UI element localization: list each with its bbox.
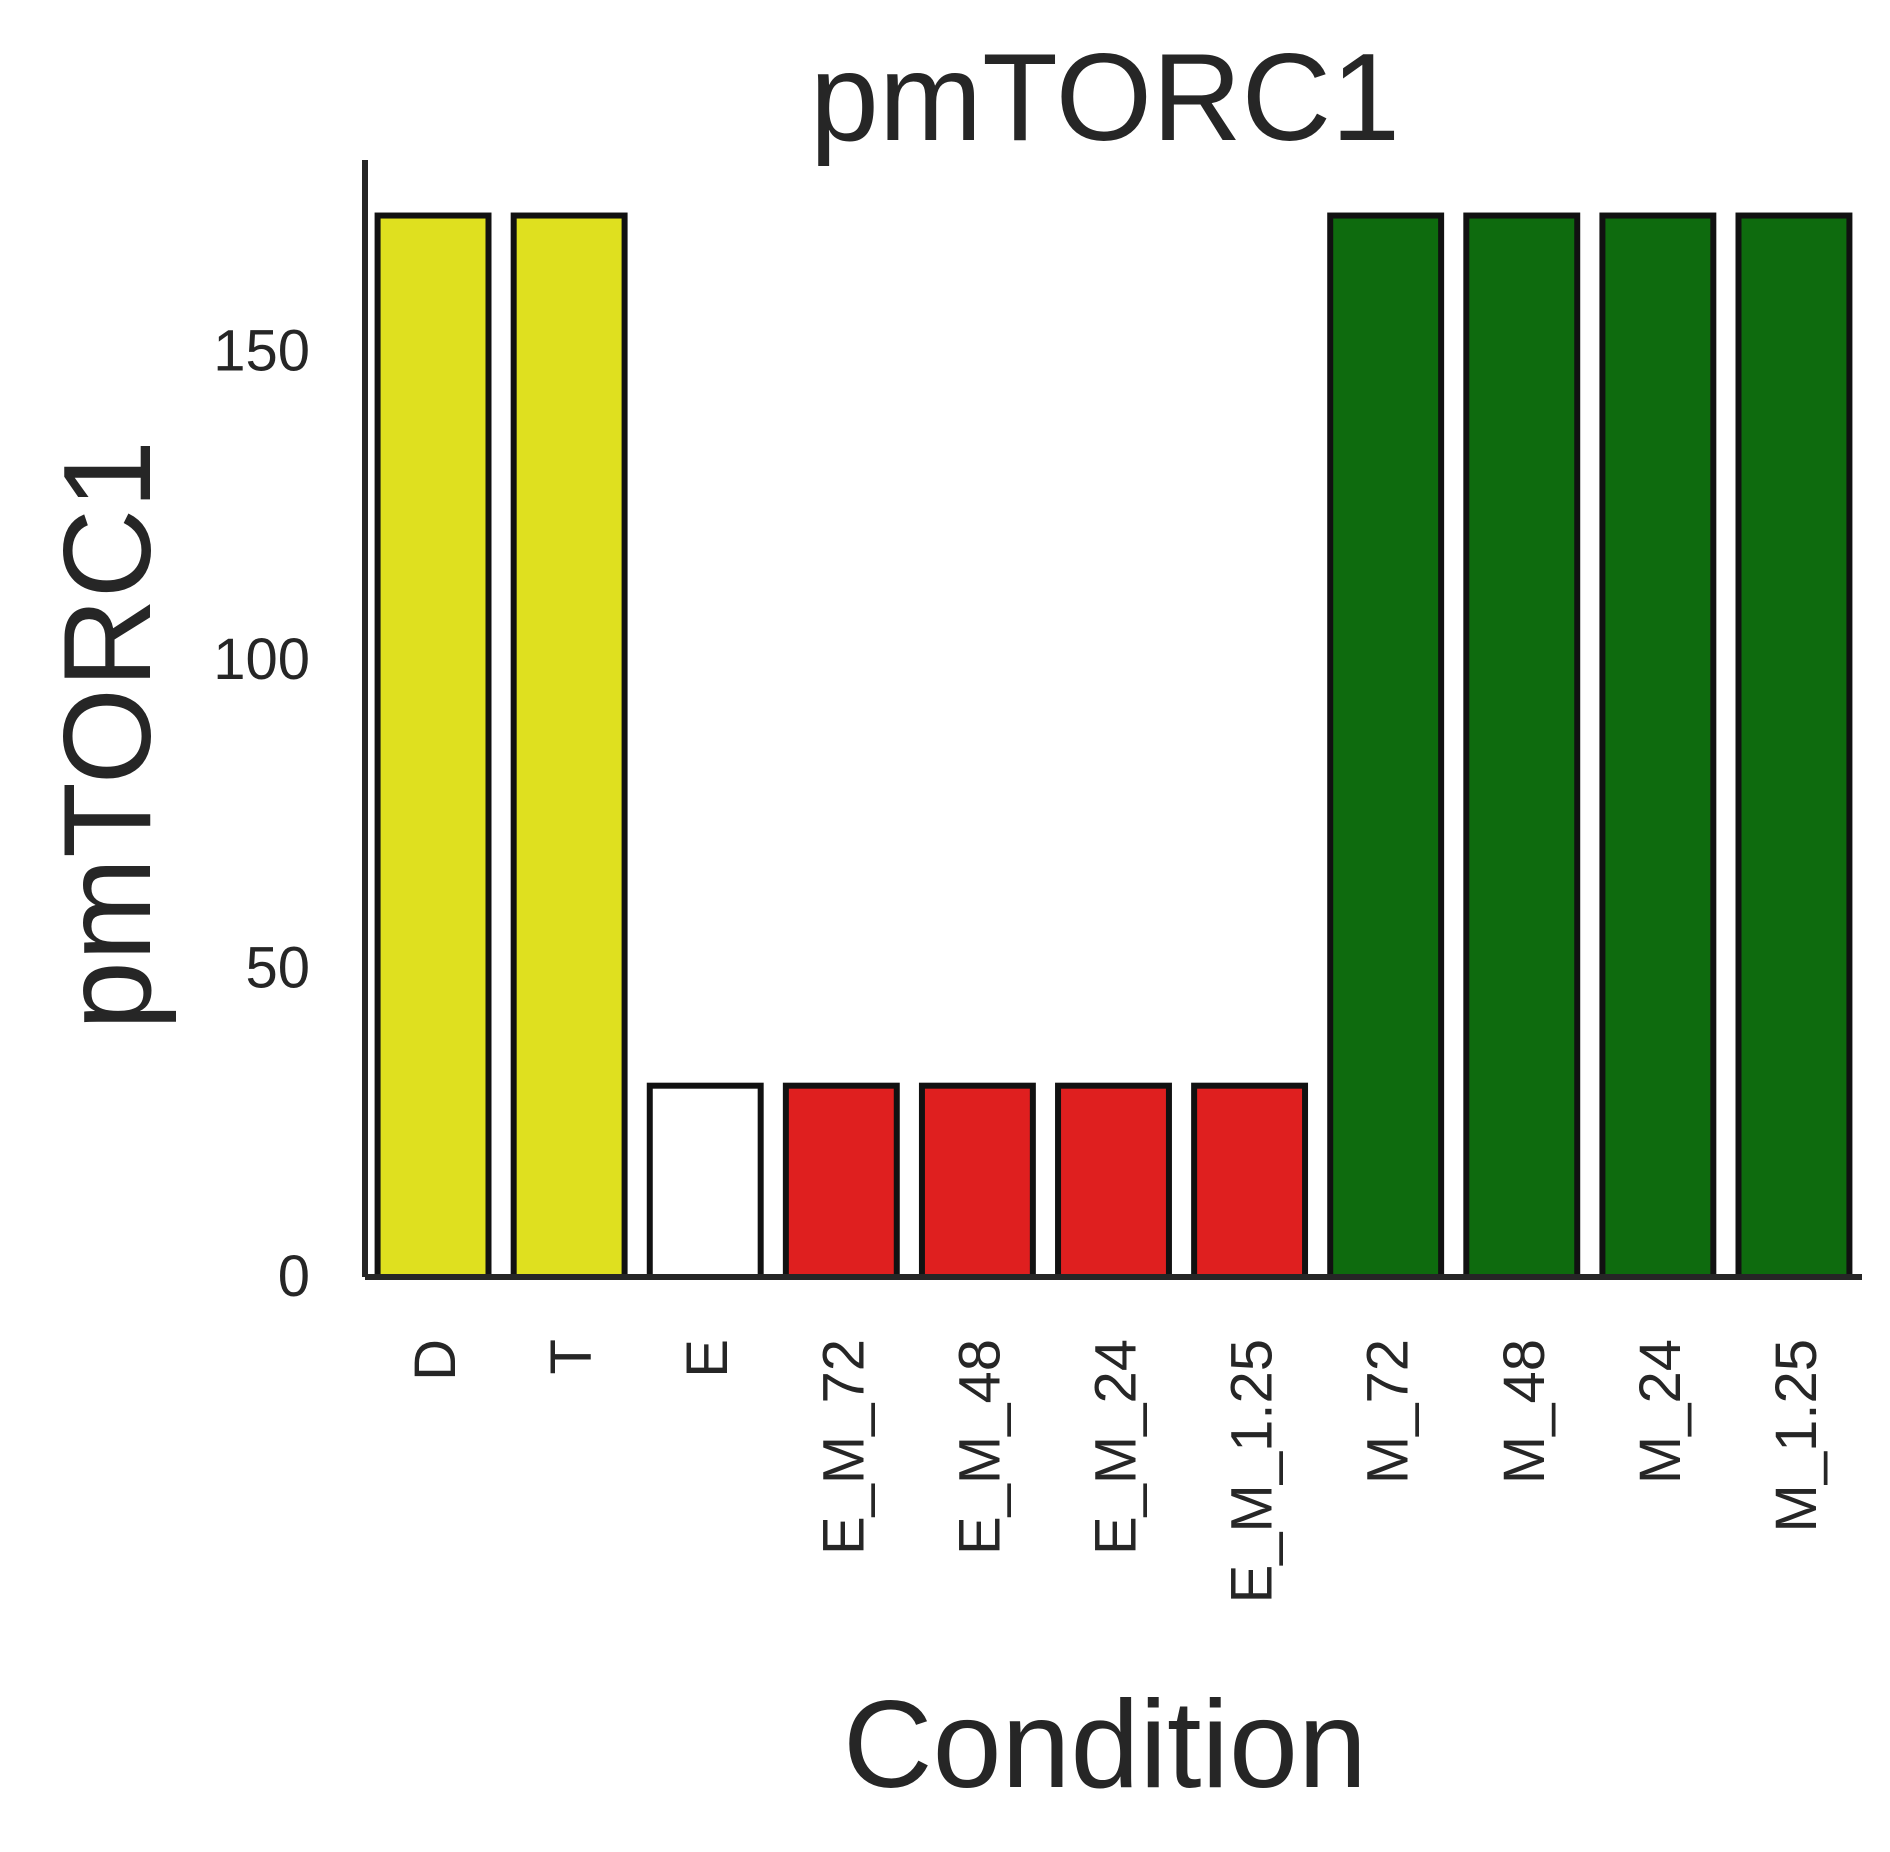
bar-d [374, 212, 492, 1280]
x-tick-label-e-m-72: E_M_72 [811, 1339, 876, 1555]
y-tick-label-150: 150 [213, 318, 310, 383]
bar-e-m-24 [1055, 1082, 1172, 1280]
bars-layer [374, 212, 1853, 1280]
bar-e-m-48 [918, 1082, 1036, 1280]
x-tick-label-t: T [539, 1339, 604, 1374]
x-tick-label-e-m-1-25: E_M_1.25 [1220, 1339, 1285, 1603]
bar-m-1-25 [1735, 212, 1853, 1280]
x-tick-label-m-48: M_48 [1492, 1339, 1557, 1484]
axes-layer [362, 160, 1862, 1280]
y-tick-label-100: 100 [213, 627, 310, 692]
y-axis-label: pmTORC1 [39, 440, 177, 1030]
x-tick-label-m-72: M_72 [1356, 1339, 1421, 1484]
bar-e [646, 1082, 764, 1280]
bar-t [510, 212, 628, 1280]
x-tick-label-e-m-48: E_M_48 [947, 1339, 1012, 1555]
bar-m-48 [1463, 212, 1581, 1280]
x-tick-label-m-24: M_24 [1628, 1339, 1693, 1484]
x-tick-label-m-1-25: M_1.25 [1764, 1339, 1829, 1532]
y-tick-label-0: 0 [278, 1244, 310, 1309]
y-ticks-layer: 0 50 100 150 [213, 318, 310, 1309]
bar-m-24 [1599, 212, 1717, 1280]
bar-e-m-1-25 [1191, 1082, 1309, 1280]
x-ticks-layer: D T E E_M_72 E_M_48 E_M_24 E_M_1.25 M_72 M_48 M_2… [403, 1339, 1829, 1603]
y-tick-label-50: 50 [245, 935, 310, 1000]
bar-e-m-72 [782, 1082, 900, 1280]
x-tick-label-e-m-24: E_M_24 [1084, 1339, 1149, 1555]
x-tick-label-e: E [675, 1339, 740, 1378]
chart-title: pmTORC1 [810, 29, 1400, 167]
x-axis-label: Condition [843, 1676, 1367, 1814]
bar-m-72 [1327, 212, 1445, 1280]
x-tick-label-d: D [403, 1339, 468, 1381]
